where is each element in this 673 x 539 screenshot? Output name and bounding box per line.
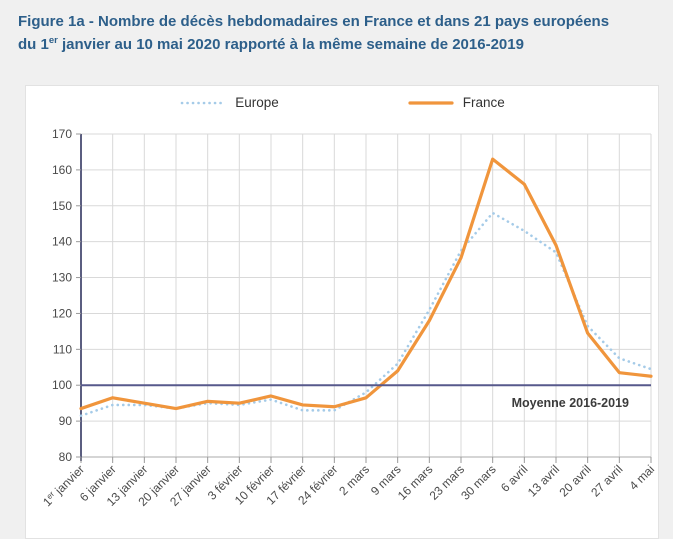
figure-title-line2-pre: du 1 (18, 36, 49, 53)
x-tick-label: 1er janvier (40, 462, 87, 509)
average-line-label: Moyenne 2016-2019 (512, 396, 629, 410)
y-tick-label: 130 (52, 271, 72, 285)
france-line (79, 157, 653, 411)
figure-title: Figure 1a - Nombre de décès hebdomadaire… (18, 10, 660, 56)
y-tick-label: 170 (52, 127, 72, 141)
y-tick-label: 80 (59, 450, 73, 464)
legend-item-europe: Europe (179, 95, 279, 110)
legend-label-france: France (462, 95, 505, 110)
y-tick-label: 160 (52, 163, 72, 177)
y-tick-label: 150 (52, 199, 72, 213)
figure-title-line2-post: janvier au 10 mai 2020 rapporté à la mêm… (57, 36, 524, 53)
y-tick-label: 110 (53, 342, 72, 356)
x-tick-label: 27 avril (588, 462, 625, 499)
legend-swatch-europe (180, 101, 226, 104)
chart-panel: Europe France 80 90 100 110 120 130 140 150 160 17… (25, 85, 659, 539)
y-tick-label: 100 (52, 378, 72, 392)
chart-legend: Europe France (26, 95, 658, 110)
x-tick-label: 20 avril (557, 462, 594, 499)
x-tick-label: 4 mai (626, 462, 657, 493)
legend-item-france: France (407, 95, 505, 110)
legend-swatch-france (408, 100, 454, 105)
y-tick-label: 140 (52, 235, 72, 249)
figure-title-line1: Figure 1a - Nombre de décès hebdomadaire… (18, 13, 610, 30)
figure-title-line2: du 1er janvier au 10 mai 2020 rapporté à… (18, 33, 660, 56)
x-tick-label: 30 mars (458, 462, 499, 503)
legend-label-europe: Europe (235, 95, 279, 110)
x-tick-label: 13 avril (525, 462, 562, 499)
y-tick-label: 90 (59, 414, 73, 428)
x-tick-label: 2 mars (336, 462, 372, 498)
figure-title-superscript: er (48, 35, 58, 46)
y-tick-label: 120 (52, 306, 72, 320)
